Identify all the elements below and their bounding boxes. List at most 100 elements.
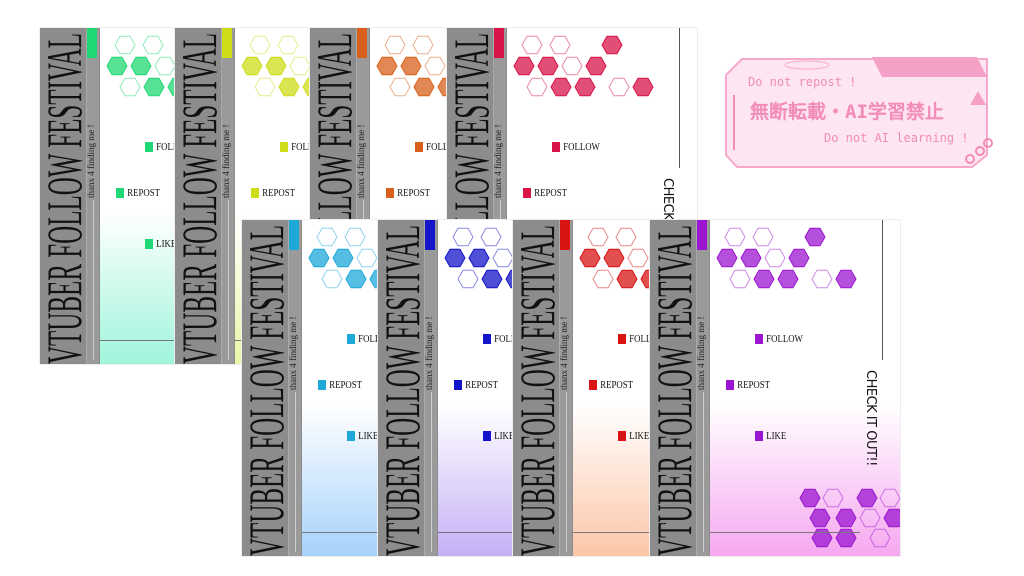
hexagon: [549, 35, 571, 55]
hexagon: [809, 508, 831, 528]
card-title: VTUBER FOLLOW FESTIVAL: [40, 32, 92, 364]
notice-line-3: Do not AI learning !: [824, 131, 969, 145]
square-icon: [618, 334, 626, 344]
hexagon: [592, 269, 614, 289]
follow-action: FOLLOW: [552, 141, 600, 153]
square-icon: [483, 431, 491, 441]
hexagon: [608, 77, 630, 97]
square-icon: [755, 334, 763, 344]
divider: [228, 200, 229, 360]
hexagon: [859, 508, 881, 528]
hexagon: [492, 248, 514, 268]
hexagon: [278, 77, 300, 97]
hexagon-pattern: [513, 35, 654, 97]
accent-bar: [222, 28, 232, 58]
hexagon: [835, 508, 857, 528]
divider: [882, 220, 883, 360]
notice-line-2: 無断転載・AI学習禁止: [750, 101, 944, 123]
hexagon: [457, 269, 479, 289]
hexagon: [241, 56, 263, 76]
hexagon: [764, 248, 786, 268]
hexagon: [400, 56, 422, 76]
like-action: LIKE: [618, 430, 649, 442]
square-icon: [386, 188, 394, 198]
hexagon: [413, 77, 435, 97]
tagline-strip: [221, 28, 234, 364]
divider: [573, 532, 723, 533]
tagline: thanx 4 finding me !: [424, 316, 434, 391]
hexagon: [550, 77, 572, 97]
repost-action: REPOST: [116, 187, 160, 199]
square-icon: [523, 188, 531, 198]
repost-action: REPOST: [523, 187, 567, 199]
hexagon: [724, 227, 746, 247]
tagline-strip: [86, 28, 99, 364]
hexagon: [788, 248, 810, 268]
square-icon: [755, 431, 763, 441]
hexagon: [513, 56, 535, 76]
hexagon: [332, 248, 354, 268]
hexagon: [344, 227, 366, 247]
accent-bar: [357, 28, 367, 58]
hexagon: [289, 56, 311, 76]
card-title: VTUBER FOLLOW FESTIVAL: [378, 224, 430, 556]
hexagon: [424, 56, 446, 76]
divider: [431, 392, 432, 552]
repost-action: REPOST: [454, 379, 498, 391]
hexagon: [154, 56, 176, 76]
hexagon: [585, 56, 607, 76]
follow-action: FOLLOW: [755, 333, 803, 345]
divider: [93, 200, 94, 360]
hexagon: [480, 227, 502, 247]
tagline: thanx 4 finding me !: [86, 124, 96, 199]
hexagon: [804, 227, 826, 247]
hexagon: [627, 248, 649, 268]
hexagon: [616, 269, 638, 289]
hexagon: [444, 248, 466, 268]
hexagon: [308, 248, 330, 268]
hexagon: [883, 508, 900, 528]
square-icon: [618, 431, 626, 441]
card-title: VTUBER FOLLOW FESTIVAL: [513, 224, 565, 556]
hexagon: [603, 248, 625, 268]
square-icon: [483, 334, 491, 344]
square-icon: [726, 380, 734, 390]
hexagon: [119, 77, 141, 97]
card-title: VTUBER FOLLOW FESTIVAL: [242, 224, 294, 556]
hexagon: [869, 528, 891, 548]
hexagon: [316, 227, 338, 247]
divider: [295, 392, 296, 552]
square-icon: [116, 188, 124, 198]
repost-action: REPOST: [251, 187, 295, 199]
hexagon: [811, 269, 833, 289]
hexagon: [822, 488, 844, 508]
hexagon: [142, 35, 164, 55]
hexagon: [254, 77, 276, 97]
no-repost-notice: Do not repost ! 無断転載・AI学習禁止 Do not AI le…: [722, 55, 997, 170]
hexagon: [740, 248, 762, 268]
festival-card: CHECK IT OUT!! FOLLOW REPOST LIKE VTUBER…: [650, 220, 900, 556]
hexagon: [452, 227, 474, 247]
hexagon: [130, 56, 152, 76]
notice-frame: [725, 57, 993, 168]
square-icon: [318, 380, 326, 390]
tagline: thanx 4 finding me !: [221, 124, 231, 199]
square-icon: [145, 142, 153, 152]
tagline: thanx 4 finding me !: [696, 316, 706, 391]
tagline-strip: [424, 220, 437, 556]
hexagon: [879, 488, 900, 508]
repost-action: REPOST: [386, 187, 430, 199]
like-action: LIKE: [755, 430, 786, 442]
square-icon: [280, 142, 288, 152]
like-action: LIKE: [145, 238, 176, 250]
tagline: thanx 4 finding me !: [559, 316, 569, 391]
hexagon: [321, 269, 343, 289]
hexagon: [601, 35, 623, 55]
hexagon: [389, 77, 411, 97]
hexagon: [835, 269, 857, 289]
repost-action: REPOST: [318, 379, 362, 391]
hexagon: [265, 56, 287, 76]
tagline: thanx 4 finding me !: [356, 124, 366, 199]
hexagon: [356, 248, 378, 268]
accent-bar: [560, 220, 570, 250]
